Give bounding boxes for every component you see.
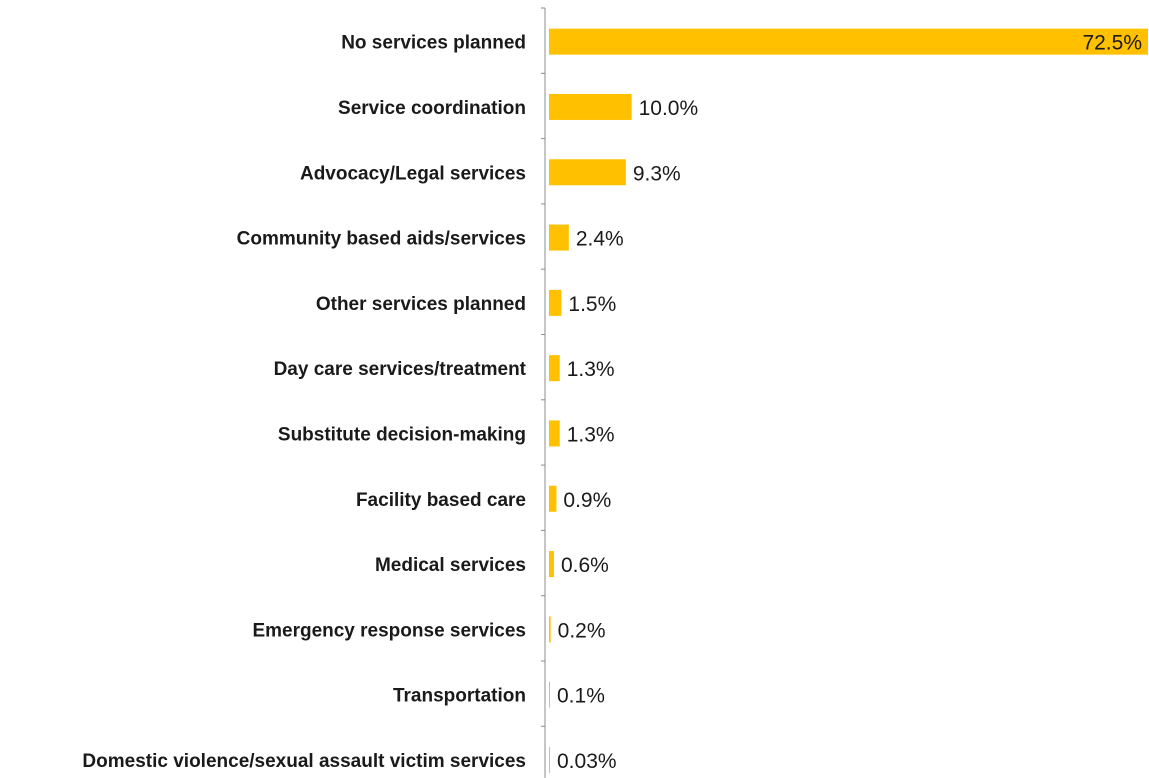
value-label: 0.1% [557,685,605,708]
bar [549,159,626,186]
value-label: 10.0% [639,97,699,120]
bar [549,355,560,382]
value-label: 2.4% [576,228,624,251]
value-label: 1.5% [568,293,616,316]
category-axis [541,7,546,778]
bar [549,485,557,512]
bar [549,420,560,447]
bar [549,746,550,773]
category-label: Service coordination [338,98,526,119]
value-label: 0.03% [557,750,617,773]
category-label: Community based aids/services [237,229,526,250]
value-label: 0.9% [563,489,611,512]
value-labels: 72.5% 10.0% 9.3% 2.4% 1.5% 1.3% 1.3% 0.9% 0.6% 0.… [557,32,1142,773]
bars-layer [549,28,1148,773]
category-label: No services planned [341,33,526,54]
bar [549,551,554,578]
category-label: Advocacy/Legal services [300,163,526,184]
value-label: 0.6% [561,554,609,577]
value-label: 1.3% [567,358,615,381]
category-label: Facility based care [356,490,526,511]
bar [549,93,632,120]
value-label: 9.3% [633,162,681,185]
category-label: Transportation [393,686,526,707]
bar [549,681,550,708]
value-label: 0.2% [558,619,606,642]
category-label: Substitute decision-making [278,424,526,445]
category-label: Medical services [375,555,526,576]
category-label: Domestic violence/sexual assault victim … [82,751,526,772]
bar [549,616,551,643]
bar [549,289,562,316]
category-label: Other services planned [316,294,526,315]
category-label: Emergency response services [252,620,526,641]
category-label: Day care services/treatment [274,359,527,380]
bar [549,28,1148,55]
value-label: 72.5% [1082,32,1142,55]
bar [549,224,569,251]
value-label: 1.3% [567,423,615,446]
category-labels: No services planned Service coordination A… [82,33,526,772]
